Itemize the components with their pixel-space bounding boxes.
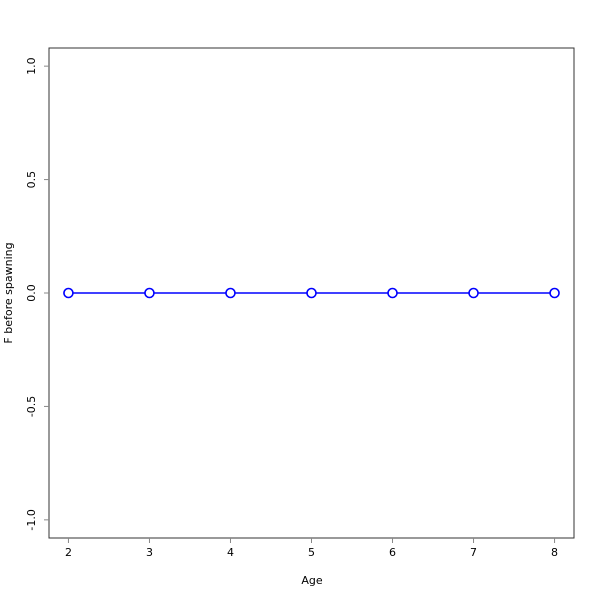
- data-point: [306, 287, 317, 299]
- x-tick-label: 6: [389, 546, 396, 559]
- x-axis-label: Age: [301, 574, 323, 587]
- x-tick-label: 4: [227, 546, 234, 559]
- y-tick-label: 1.0: [25, 57, 38, 75]
- data-point: [387, 287, 398, 299]
- data-point: [63, 287, 74, 299]
- x-tick-label: 2: [65, 546, 72, 559]
- y-tick-label: -0.5: [25, 396, 38, 417]
- y-tick-label: 0.5: [25, 171, 38, 189]
- data-point: [144, 287, 155, 299]
- data-point: [549, 287, 560, 299]
- x-tick-label: 5: [308, 546, 315, 559]
- data-point: [225, 287, 236, 299]
- y-tick-label: 0.0: [25, 284, 38, 302]
- data-point: [468, 287, 479, 299]
- y-tick-label: -1.0: [25, 509, 38, 530]
- x-tick-label: 8: [551, 546, 558, 559]
- y-axis-label: F before spawning: [2, 242, 15, 343]
- x-tick-label: 7: [470, 546, 477, 559]
- x-tick-label: 3: [146, 546, 153, 559]
